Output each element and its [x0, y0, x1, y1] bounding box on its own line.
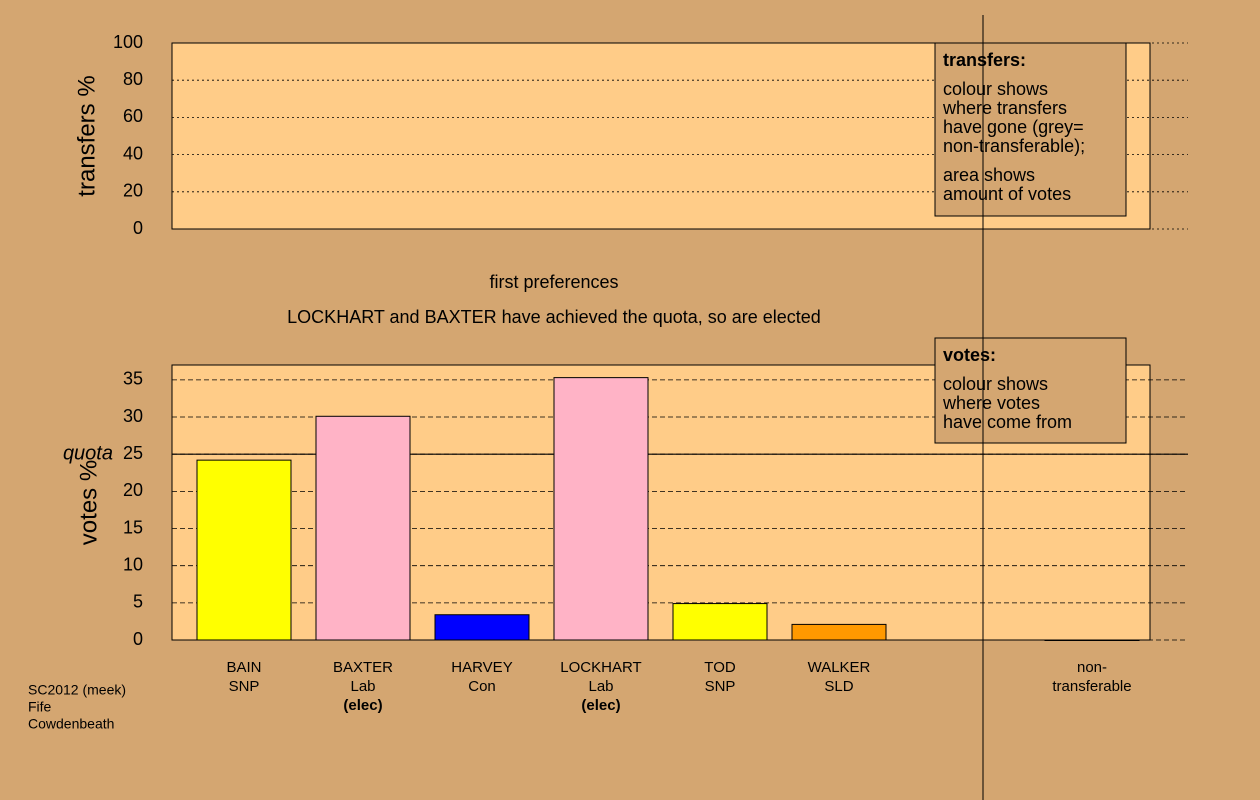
x-tick-label: SNP — [705, 678, 736, 695]
bar — [553, 377, 649, 641]
note-line: colour shows — [943, 374, 1048, 394]
bar — [791, 623, 887, 641]
status-label: (elec) — [581, 697, 620, 714]
y-tick-label: 30 — [123, 406, 143, 426]
x-tick-label: WALKER — [808, 659, 871, 676]
note-line: where transfers — [942, 98, 1067, 118]
x-tick-label: Lab — [588, 678, 613, 695]
x-tick-label: HARVEY — [451, 659, 512, 676]
y-tick-label: 0 — [133, 629, 143, 649]
note-line: colour shows — [943, 79, 1048, 99]
footer: Cowdenbeath — [28, 716, 114, 732]
y-tick-label: 25 — [123, 443, 143, 463]
x-tick-label: SNP — [229, 678, 260, 695]
annotation: LOCKHART and BAXTER have achieved the qu… — [287, 307, 821, 327]
note-title: votes: — [943, 345, 996, 365]
y-tick-label: 15 — [123, 517, 143, 537]
x-tick-label: TOD — [704, 659, 736, 676]
note-line: have gone (grey= — [943, 117, 1084, 137]
y-tick-label: 20 — [123, 181, 143, 201]
note-box — [934, 42, 1127, 217]
y-tick-label: 80 — [123, 69, 143, 89]
subtitle: first preferences — [489, 272, 618, 292]
x-tick-label: BAIN — [226, 659, 261, 676]
note-line: area shows — [943, 165, 1035, 185]
y-tick-label: 60 — [123, 106, 143, 126]
bar — [196, 459, 292, 641]
x-tick-label: Lab — [350, 678, 375, 695]
y-tick-label: 10 — [123, 554, 143, 574]
note-line: amount of votes — [943, 184, 1071, 204]
note-title: transfers: — [943, 50, 1026, 70]
bar — [315, 415, 411, 641]
note-line: where votes — [942, 393, 1040, 413]
x-tick-label: SLD — [824, 678, 853, 695]
y-tick-label: 35 — [123, 369, 143, 389]
y-axis-label: transfers % — [73, 75, 100, 196]
footer: Fife — [28, 699, 52, 715]
status-label: (elec) — [343, 697, 382, 714]
x-tick-label: non-transferable — [1052, 659, 1131, 695]
y-tick-label: 100 — [113, 32, 143, 52]
bar — [434, 614, 530, 641]
note-line: have come from — [943, 412, 1072, 432]
y-tick-label: 20 — [123, 480, 143, 500]
bar — [672, 603, 768, 641]
y-axis-label: votes % — [75, 460, 102, 545]
note-line: non-transferable); — [943, 136, 1085, 156]
y-tick-label: 0 — [133, 218, 143, 238]
y-tick-label: 40 — [123, 143, 143, 163]
x-tick-label: BAXTER — [333, 659, 393, 676]
footer: SC2012 (meek) — [28, 682, 126, 698]
quota-label: quota — [63, 442, 113, 464]
note-box — [934, 337, 1127, 444]
x-tick-label: Con — [468, 678, 496, 695]
y-tick-label: 5 — [133, 592, 143, 612]
bar — [1044, 639, 1140, 641]
x-tick-label: LOCKHART — [560, 659, 641, 676]
